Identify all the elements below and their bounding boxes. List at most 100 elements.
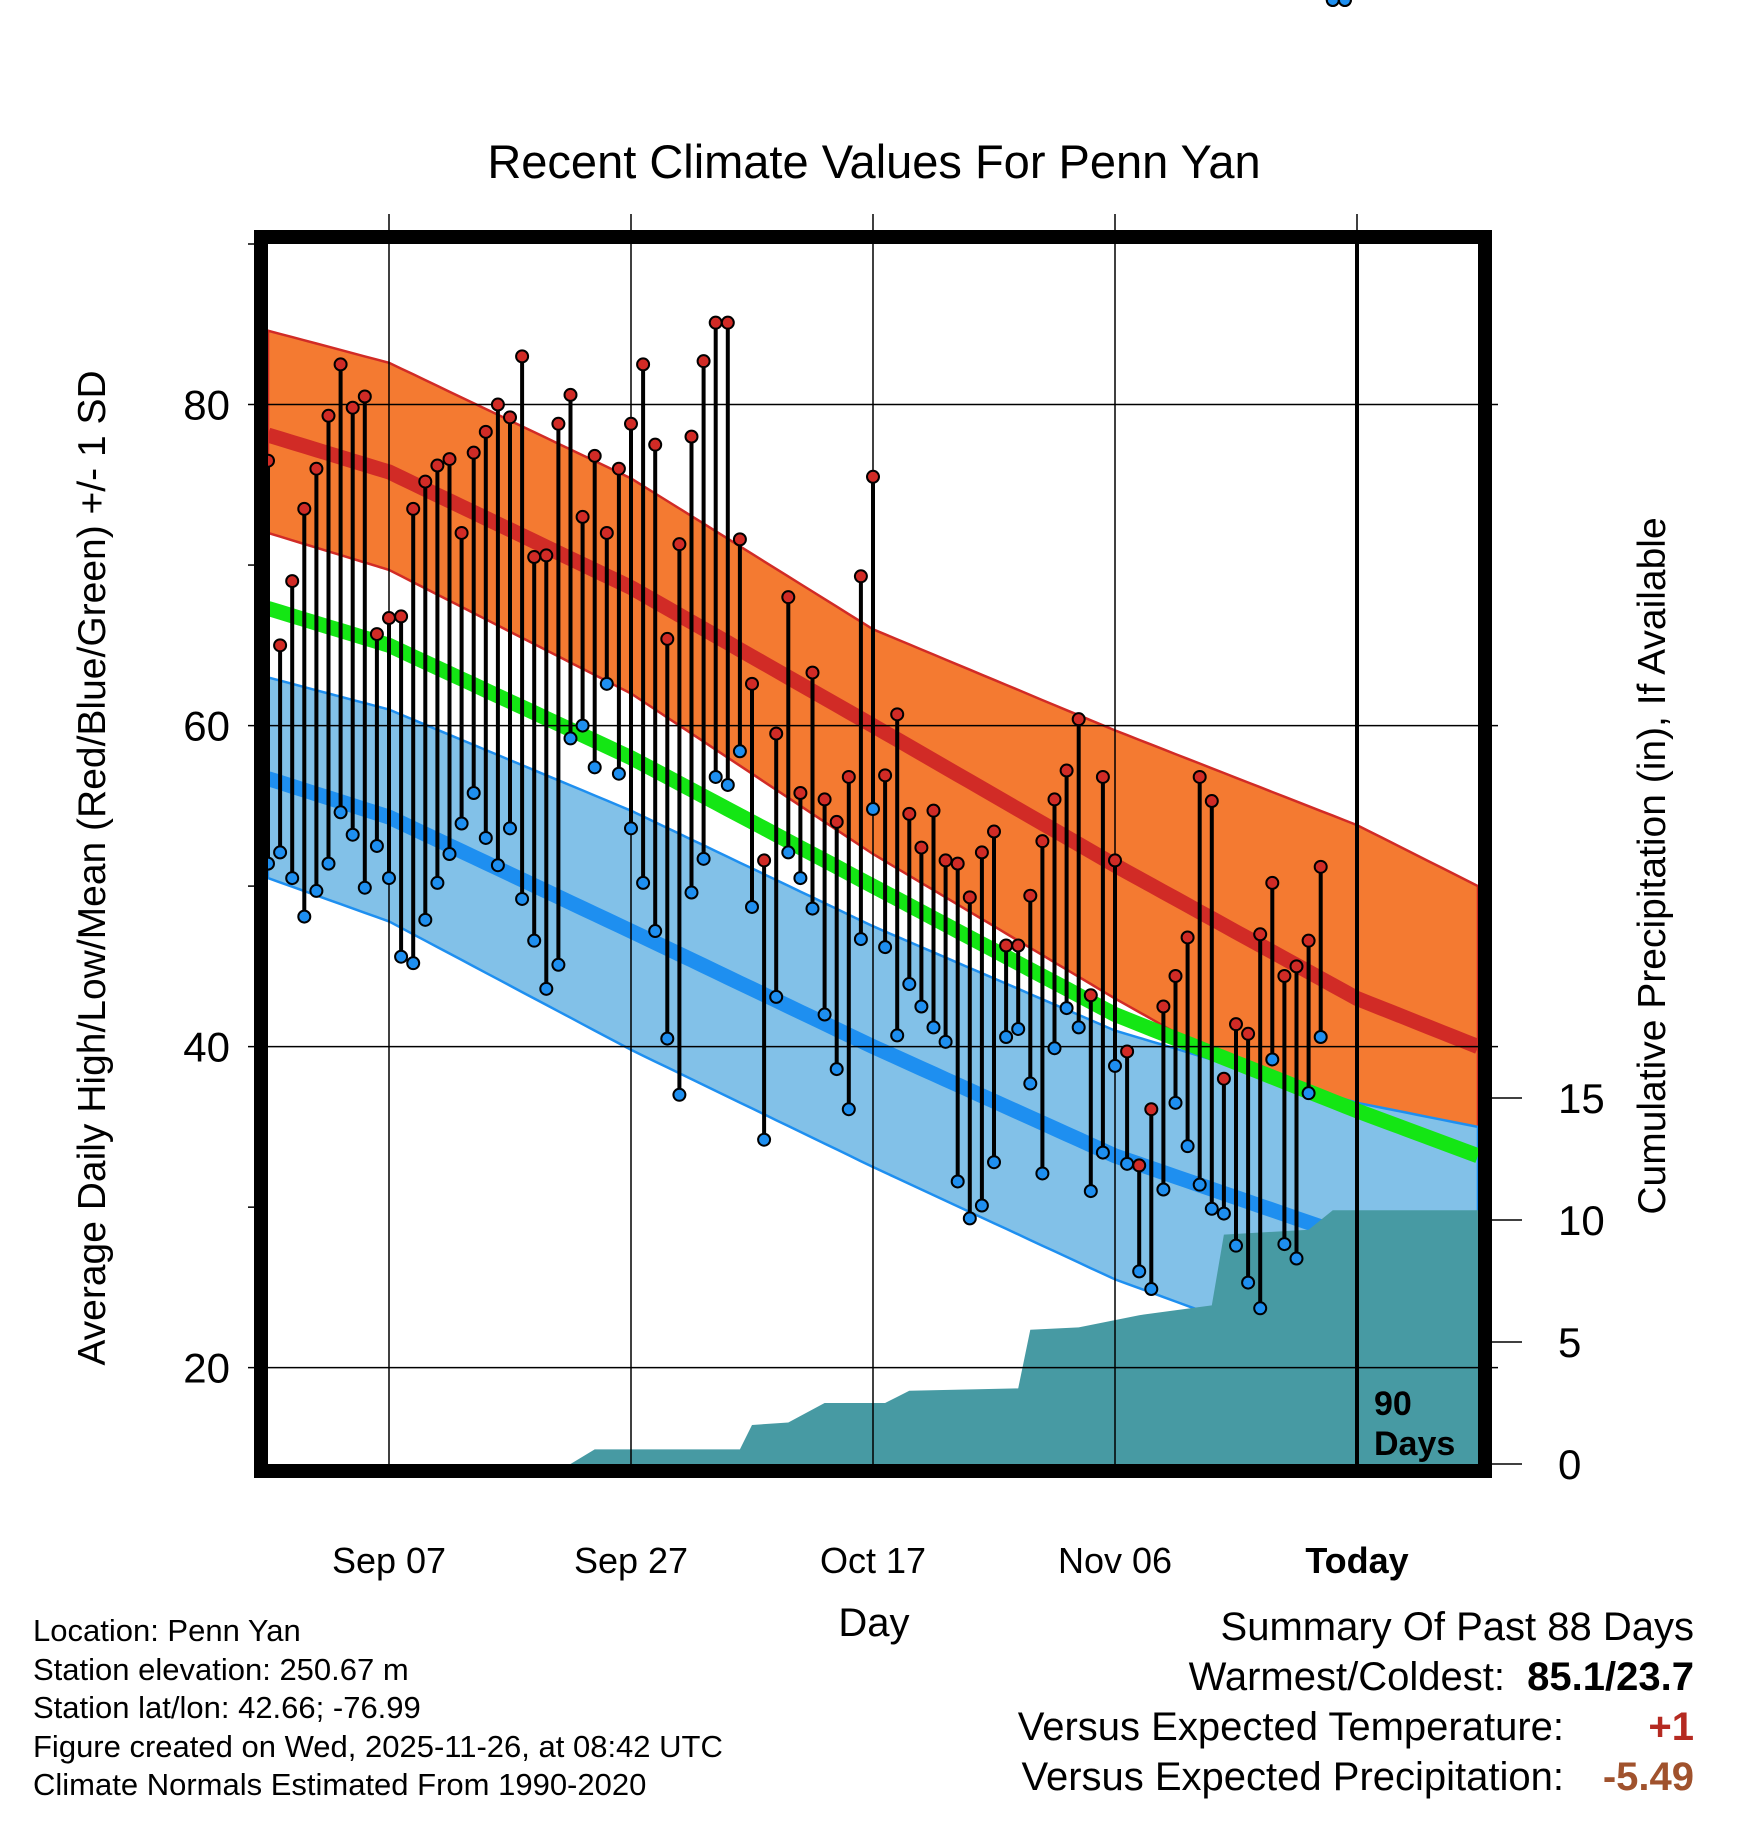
summary-precip-row: Versus Expected Precipitation: -5.49	[794, 1755, 1694, 1805]
low-dot	[273, 845, 288, 860]
high-dot	[708, 315, 723, 330]
low-dot	[478, 830, 493, 845]
low-dot	[938, 1034, 953, 1049]
low-dot	[1168, 1095, 1183, 1110]
high-dot	[1023, 888, 1038, 903]
low-dot	[684, 885, 699, 900]
low-dot	[442, 847, 457, 861]
low-dot	[1229, 1238, 1243, 1253]
high-dot	[1301, 933, 1316, 948]
low-dot	[466, 786, 481, 800]
low-dot	[1253, 1301, 1268, 1316]
y2-tick-label: 0	[1558, 1441, 1581, 1488]
grid-lines	[248, 214, 1498, 1464]
high-dot	[1144, 1102, 1159, 1117]
low-dot	[890, 1028, 905, 1043]
y2-tick-label: 5	[1558, 1319, 1581, 1366]
high-dot	[539, 548, 554, 563]
high-dot	[1180, 930, 1195, 945]
low-dot	[454, 816, 469, 831]
high-dot	[684, 429, 699, 444]
low-dot	[866, 802, 880, 817]
low-dot	[382, 871, 396, 886]
high-dot	[1289, 959, 1304, 974]
low-dot	[503, 821, 517, 836]
high-dot	[732, 532, 747, 547]
high-dot	[974, 845, 989, 860]
high-dot	[1277, 969, 1292, 983]
low-dot	[817, 1007, 832, 1022]
low-dot	[974, 1198, 989, 1213]
low-dot	[599, 676, 614, 691]
low-dot	[1023, 1076, 1038, 1091]
daily-sticks	[266, 322, 1323, 1309]
low-dot	[841, 1102, 856, 1117]
high-dot	[648, 437, 663, 452]
high-dot	[757, 853, 772, 868]
low-dot	[563, 731, 578, 746]
low-dot	[1325, 0, 1340, 7]
high-dot	[1229, 1017, 1243, 1032]
high-dot	[1047, 792, 1062, 807]
low-dot	[551, 957, 566, 972]
low-dot	[962, 1211, 977, 1226]
warmest-coldest-value: 85.1/23.7	[1527, 1655, 1694, 1699]
low-dot	[1313, 1030, 1328, 1044]
y-tick-label: 40	[183, 1024, 230, 1071]
low-dot	[1071, 1020, 1086, 1035]
high-dot	[527, 550, 542, 565]
low-dot	[1144, 1282, 1159, 1297]
high-dot	[369, 627, 384, 642]
temp-value: +1	[1648, 1705, 1694, 1749]
high-dot	[1204, 794, 1219, 809]
high-dot	[696, 354, 711, 369]
high-dot	[914, 840, 929, 855]
y2-axis-label: Cumulative Precipitation (in), If Availa…	[1631, 517, 1674, 1214]
low-dot	[829, 1062, 844, 1077]
high-dot	[478, 424, 493, 439]
summary-temp-row: Versus Expected Temperature: +1	[794, 1705, 1694, 1755]
high-dot	[938, 853, 953, 868]
info-normals: Climate Normals Estimated From 1990-2020	[33, 1767, 647, 1802]
daily-dots	[261, 0, 1352, 1316]
low-dot	[987, 1155, 1001, 1170]
high-dot	[636, 357, 651, 372]
low-dot	[696, 851, 711, 866]
low-dot	[902, 977, 917, 992]
high-dot	[1313, 859, 1328, 874]
high-dot	[418, 474, 433, 489]
x-tick-label: Sep 07	[332, 1540, 446, 1581]
high-dot	[1035, 834, 1050, 849]
high-dot	[950, 856, 965, 871]
high-dot	[1156, 999, 1171, 1014]
low-dot	[757, 1132, 772, 1147]
high-dot	[563, 387, 578, 402]
low-dot	[1132, 1264, 1147, 1279]
low-dot	[950, 1174, 965, 1189]
high-dot	[1253, 927, 1268, 942]
low-dot	[587, 760, 602, 775]
low-dot	[1277, 1237, 1292, 1252]
precipitation-area	[268, 1210, 1478, 1464]
plot-frame	[254, 230, 1492, 1478]
high-dot	[878, 768, 893, 783]
high-dot	[866, 469, 880, 484]
low-dot	[285, 871, 300, 886]
low-dot	[1011, 1021, 1026, 1036]
low-dot	[624, 821, 638, 836]
high-dot	[841, 769, 856, 784]
low-dot	[418, 912, 433, 927]
high-dot	[394, 609, 409, 624]
warmest-coldest: Warmest/Coldest: 85.1/23.7	[1189, 1655, 1694, 1700]
high-dot	[333, 357, 348, 372]
low-dot	[297, 909, 312, 924]
low-dot	[309, 883, 324, 898]
low-dot	[333, 805, 348, 820]
low-dot	[914, 999, 929, 1014]
low-dot	[430, 875, 445, 890]
today-days-label-line1: 90	[1374, 1385, 1412, 1423]
high-dot	[745, 676, 759, 691]
x-tick-label: Sep 27	[574, 1540, 688, 1581]
axes: 20 40 60 80 Sep 07 Sep 27 Oct 17 Nov 06 Today 0 5 1…	[183, 230, 1605, 1581]
